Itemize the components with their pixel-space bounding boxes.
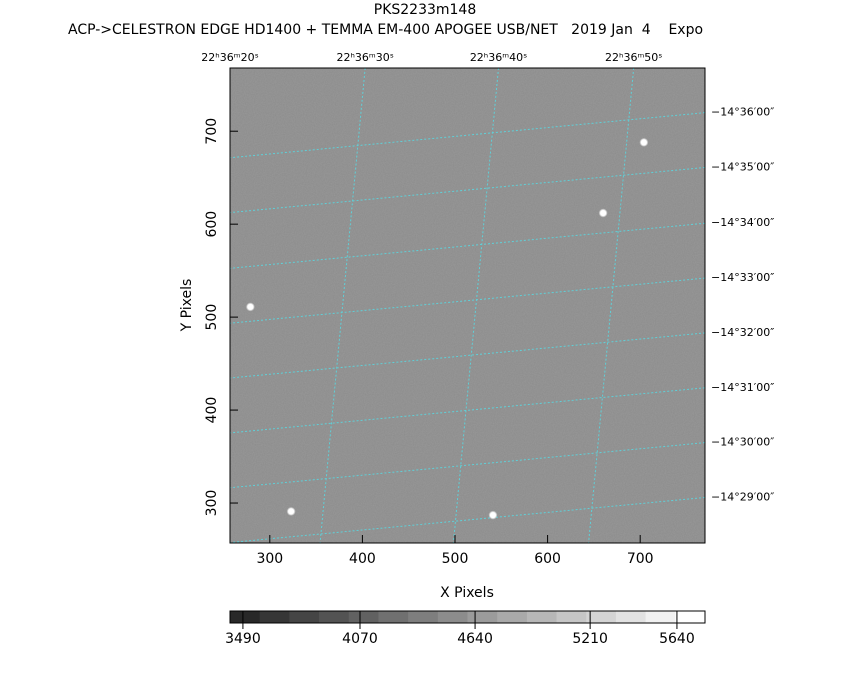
ra-grid-line bbox=[319, 68, 366, 543]
colorbar-segment bbox=[615, 611, 647, 623]
star bbox=[286, 506, 296, 516]
colorbar-segment bbox=[556, 611, 587, 623]
star bbox=[639, 137, 649, 147]
image-noise bbox=[230, 68, 705, 543]
dec-grid-line bbox=[230, 277, 705, 324]
colorbar-segment bbox=[259, 611, 290, 623]
colorbar-segment bbox=[408, 611, 439, 623]
y-tick-label: 500 bbox=[204, 304, 220, 331]
ra-tick-label: 22ʰ36ᵐ40ˢ bbox=[470, 51, 527, 64]
dec-tick-label: −14°32′00″ bbox=[711, 326, 774, 339]
colorbar-segment bbox=[378, 611, 409, 623]
dec-tick-label: −14°36′00″ bbox=[711, 106, 774, 119]
colorbar-tick-label: 4640 bbox=[457, 631, 493, 647]
x-tick-label: 400 bbox=[349, 551, 376, 567]
colorbar-segment bbox=[586, 611, 617, 623]
x-tick-label: 700 bbox=[627, 551, 654, 567]
y-tick-label: 300 bbox=[204, 490, 220, 517]
chart-title: PKS2233m148 bbox=[374, 2, 477, 18]
colorbar-segment bbox=[645, 611, 676, 623]
dec-tick-label: −14°34′00″ bbox=[711, 216, 774, 229]
dec-grid-line bbox=[230, 442, 705, 489]
star bbox=[488, 510, 498, 520]
colorbar-segment bbox=[348, 611, 379, 623]
dec-grid-line bbox=[230, 332, 705, 379]
dec-grid-line bbox=[230, 222, 705, 269]
colorbar: 3490 4070 4640 5210 5640 bbox=[225, 610, 706, 647]
colorbar-tick-label: 3490 bbox=[225, 631, 261, 647]
dec-grid-line bbox=[230, 112, 705, 159]
x-axis-label: X Pixels bbox=[440, 585, 494, 601]
dec-tick-label: −14°33′00″ bbox=[711, 271, 774, 284]
colorbar-frame bbox=[229, 610, 706, 624]
colorbar-segment bbox=[319, 611, 350, 623]
y-tick-label: 600 bbox=[204, 211, 220, 238]
colorbar-segment bbox=[526, 611, 558, 623]
y-axis-label: Y Pixels bbox=[179, 279, 195, 333]
colorbar-segment bbox=[289, 611, 320, 623]
star bbox=[245, 302, 255, 312]
x-tick-label: 300 bbox=[256, 551, 283, 567]
colorbar-tick-label: 5210 bbox=[572, 631, 608, 647]
dec-tick-label: −14°30′00″ bbox=[711, 436, 774, 449]
dec-tick-label: −14°35′00″ bbox=[711, 160, 774, 173]
ra-grid-line bbox=[452, 68, 500, 543]
ra-tick-label: 22ʰ36ᵐ50ˢ bbox=[605, 51, 662, 64]
ra-tick-label: 22ʰ36ᵐ30ˢ bbox=[336, 51, 393, 64]
x-tick-label: 600 bbox=[534, 551, 561, 567]
ra-tick-label: 22ʰ36ᵐ20ˢ bbox=[201, 51, 258, 64]
colorbar-tick-label: 4070 bbox=[342, 631, 378, 647]
dec-grid-line bbox=[230, 166, 705, 214]
star bbox=[598, 208, 608, 218]
colorbar-segment bbox=[675, 611, 706, 623]
colorbar-segment bbox=[467, 611, 498, 623]
y-tick-label: 700 bbox=[204, 118, 220, 145]
ra-grid-line bbox=[588, 68, 635, 543]
chart-subtitle: ACP->CELESTRON EDGE HD1400 + TEMMA EM-40… bbox=[68, 22, 703, 38]
dec-grid-line bbox=[230, 496, 705, 543]
plot-area bbox=[230, 68, 705, 543]
dec-grid-line bbox=[230, 387, 705, 434]
y-tick-label: 400 bbox=[204, 397, 220, 424]
x-tick-label: 500 bbox=[442, 551, 469, 567]
colorbar-segment bbox=[437, 611, 468, 623]
colorbar-segment bbox=[497, 611, 528, 623]
dec-tick-label: −14°31′00″ bbox=[711, 381, 774, 394]
dec-tick-label: −14°29′00″ bbox=[711, 490, 774, 503]
colorbar-segment bbox=[230, 611, 261, 623]
colorbar-tick-label: 5640 bbox=[659, 631, 695, 647]
plot-frame bbox=[229, 67, 706, 544]
